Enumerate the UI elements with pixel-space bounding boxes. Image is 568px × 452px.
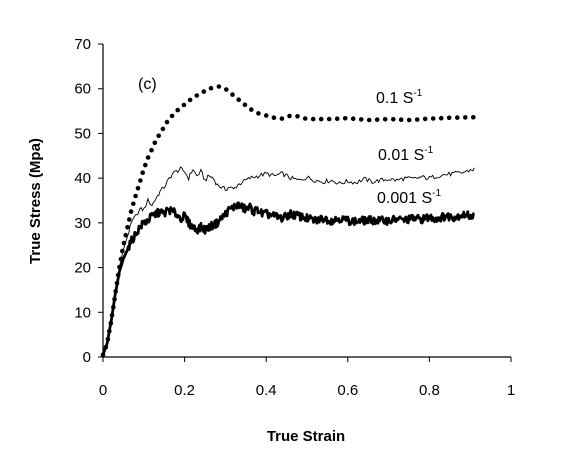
series-label-0-001: 0.001 S-1 (377, 188, 441, 207)
data-point (175, 107, 180, 113)
data-point (169, 113, 175, 119)
data-point (256, 111, 261, 116)
y-tick-label: 20 (74, 260, 91, 277)
data-point (249, 107, 254, 112)
series-label-0-001-base: 0.001 S (377, 190, 432, 207)
data-point (236, 97, 241, 102)
series-label-0-01: 0.01 S-1 (378, 145, 434, 164)
data-point (310, 116, 316, 122)
data-point (438, 115, 444, 121)
data-point (446, 115, 452, 121)
data-point (463, 115, 468, 120)
data-point (123, 232, 128, 238)
panel-label: (c) (138, 76, 157, 93)
x-tick-label: 0.8 (419, 382, 440, 399)
axes-layer (102, 44, 511, 358)
data-point (455, 115, 460, 120)
data-point (230, 92, 235, 97)
data-point (414, 117, 420, 122)
data-point (318, 116, 324, 122)
x-tick-label: 0.2 (174, 382, 195, 399)
data-point (160, 126, 166, 132)
series-label-0-1: 0.1 S-1 (376, 88, 423, 107)
series-label-0-001-sup: -1 (432, 188, 441, 199)
data-point (224, 87, 229, 92)
data-point (208, 85, 214, 91)
data-point (133, 193, 138, 199)
series-0-01-line (102, 166, 475, 355)
data-point (391, 117, 396, 122)
data-point (181, 102, 187, 108)
data-point (187, 97, 193, 103)
data-point (398, 117, 404, 122)
data-point (430, 116, 436, 121)
data-point (138, 178, 143, 183)
x-axis-title: True Strain (267, 428, 345, 445)
y-tick-label: 40 (74, 170, 91, 187)
data-point (145, 155, 151, 160)
data-point (422, 116, 428, 122)
data-point (366, 117, 372, 123)
data-point (326, 116, 332, 122)
data-point (406, 117, 412, 123)
x-tick-label: 0.4 (256, 382, 277, 399)
data-point (216, 84, 222, 89)
y-tick-label: 0 (83, 349, 91, 366)
data-point (156, 133, 161, 139)
data-point (263, 113, 269, 118)
data-point (287, 113, 292, 119)
data-point (295, 114, 300, 119)
data-point (152, 140, 158, 146)
series-0-1-dots (100, 84, 476, 358)
series-0-001-line (101, 201, 475, 356)
data-point (135, 185, 141, 191)
y-axis-title: True Stress (Mpa) (27, 138, 44, 264)
data-point (201, 89, 207, 94)
series-label-0-01-base: 0.01 S (378, 147, 424, 164)
data-point (342, 116, 348, 121)
x-tick-label: 0 (99, 382, 107, 399)
data-point (382, 117, 388, 122)
y-tick-label: 50 (74, 125, 91, 142)
y-tick-label: 10 (74, 304, 91, 321)
data-point (358, 117, 364, 122)
data-point (350, 116, 356, 121)
data-point (471, 115, 476, 120)
x-tick-label: 1 (507, 382, 515, 399)
series-label-0-01-sup: -1 (424, 145, 433, 156)
series-label-0-1-sup: -1 (413, 88, 422, 99)
data-point (334, 116, 340, 121)
data-point (302, 116, 308, 121)
data-point (128, 209, 134, 214)
data-point (374, 117, 380, 122)
data-point (131, 201, 136, 207)
series-layer (100, 84, 476, 358)
data-point (125, 225, 130, 230)
data-point (194, 93, 200, 98)
y-tick-label: 70 (74, 36, 91, 53)
y-tick-label: 30 (74, 215, 91, 232)
x-tick-label: 0.6 (337, 382, 358, 399)
data-point (242, 102, 248, 108)
data-point (279, 116, 285, 121)
data-point (164, 119, 170, 125)
ticks-layer: 0 10 20 30 40 50 60 70 0 0.2 0.4 0.6 0.8 1 (74, 36, 515, 399)
data-point (271, 115, 277, 120)
data-point (149, 147, 154, 153)
series-label-0-1-base: 0.1 S (376, 90, 413, 107)
data-point (140, 170, 145, 175)
data-point (143, 162, 148, 168)
data-point (127, 217, 132, 222)
y-tick-label: 60 (74, 81, 91, 98)
